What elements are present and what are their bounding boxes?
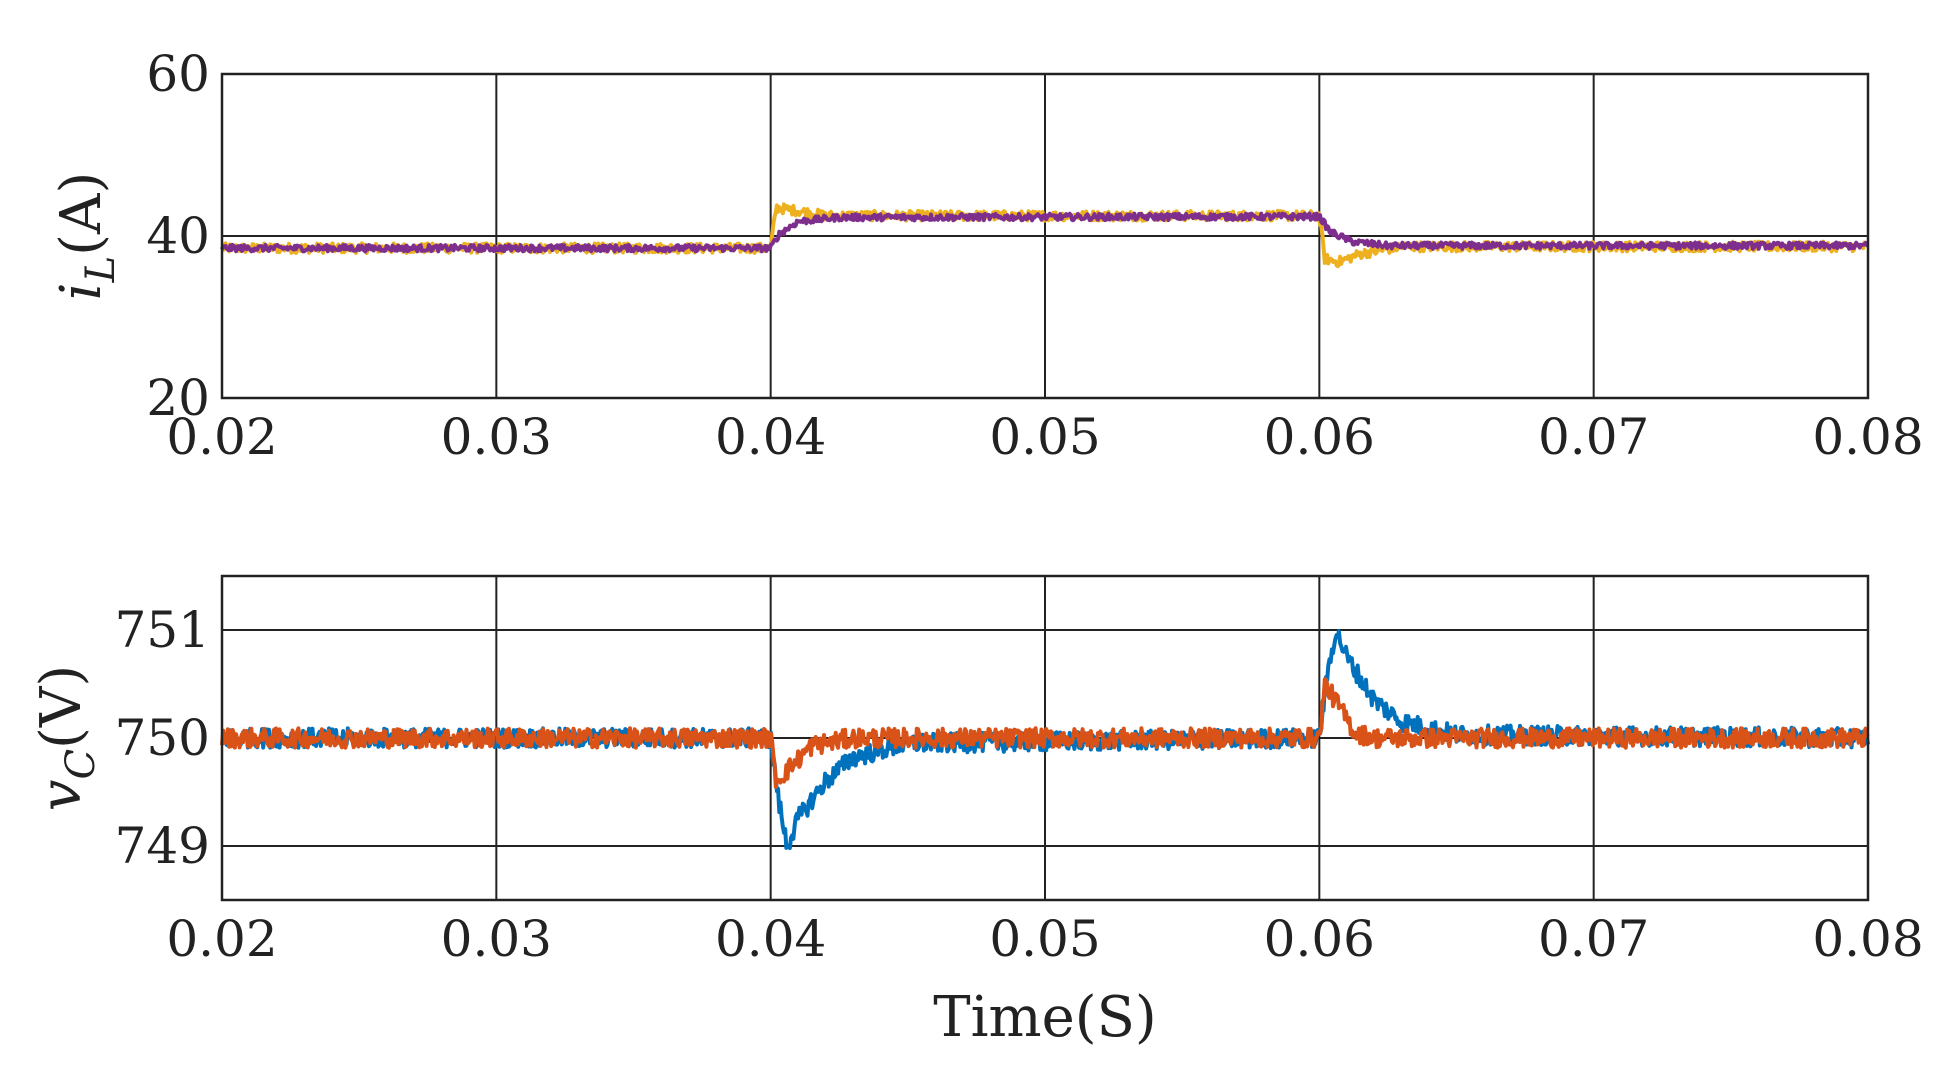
y-label-symbol: i	[49, 282, 114, 300]
x-tick-label: 0.07	[1538, 408, 1649, 466]
y-label-unit: (A)	[49, 172, 114, 256]
capacitor-voltage-y-axis-label: vC(V)	[29, 665, 104, 811]
capacitor-voltage-panel: 749 750 751 0.02 0.03 0.04 0.05 0.06 0.07 0.08 v…	[29, 574, 1924, 1050]
capacitor-voltage-x-ticks: 0.02 0.03 0.04 0.05 0.06 0.07 0.08	[166, 910, 1923, 968]
inductor-current-panel: 20 40 60 0.02 0.03 0.04 0.05 0.06 0.07 0.08 iL(A…	[49, 45, 1924, 466]
y-tick-label: 60	[146, 45, 210, 103]
inductor-current-y-ticks: 20 40 60	[146, 45, 210, 427]
y-label-subscript: C	[58, 749, 104, 780]
y-label-unit: (V)	[29, 665, 94, 749]
x-tick-label: 0.04	[715, 910, 826, 968]
x-tick-label: 0.08	[1812, 910, 1923, 968]
x-tick-label: 0.06	[1264, 408, 1375, 466]
y-tick-label: 750	[115, 709, 210, 767]
capacitor-voltage-traces	[220, 629, 1870, 851]
y-label-symbol: v	[29, 779, 94, 811]
x-tick-label: 0.08	[1812, 408, 1923, 466]
x-tick-label: 0.05	[989, 408, 1100, 466]
x-tick-label: 0.03	[441, 910, 552, 968]
x-tick-label: 0.03	[441, 408, 552, 466]
capacitor-voltage-plot-frame	[220, 574, 1870, 902]
x-tick-label: 0.05	[989, 910, 1100, 968]
x-tick-label: 0.02	[166, 910, 277, 968]
inductor-current-traces	[220, 202, 1870, 269]
inductor-current-plot-frame	[220, 72, 1870, 400]
inductor-current-grid	[221, 73, 1869, 399]
series-purple	[220, 211, 1870, 254]
capacitor-voltage-y-ticks: 749 750 751	[115, 601, 210, 875]
y-tick-label: 40	[146, 207, 210, 265]
inductor-current-x-ticks: 0.02 0.03 0.04 0.05 0.06 0.07 0.08	[166, 408, 1923, 466]
x-tick-label: 0.07	[1538, 910, 1649, 968]
series-orange	[220, 677, 1870, 789]
y-label-subscript: L	[78, 256, 124, 284]
x-tick-label: 0.02	[166, 408, 277, 466]
y-tick-label: 20	[146, 369, 210, 427]
inductor-current-y-axis-label: iL(A)	[49, 172, 124, 301]
x-tick-label: 0.06	[1264, 910, 1375, 968]
x-tick-label: 0.04	[715, 408, 826, 466]
y-tick-label: 749	[115, 817, 210, 875]
y-tick-label: 751	[115, 601, 210, 659]
x-axis-label: Time(S)	[933, 985, 1157, 1050]
